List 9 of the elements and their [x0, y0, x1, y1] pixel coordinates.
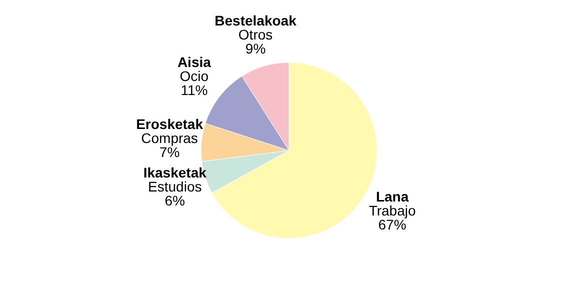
category-label: Aisia Ocio [177, 54, 211, 84]
data-label: 7% [159, 144, 180, 160]
category-label: Bestelakoak Otros [214, 12, 296, 42]
category-label: Lana Trabajo [368, 188, 416, 219]
data-label: 11% [180, 82, 208, 98]
category-label: Erosketak Compras [136, 116, 203, 146]
data-label: 6% [164, 192, 185, 209]
data-label: 9% [245, 40, 266, 56]
category-label: Ikasketak Estudios [143, 164, 206, 195]
